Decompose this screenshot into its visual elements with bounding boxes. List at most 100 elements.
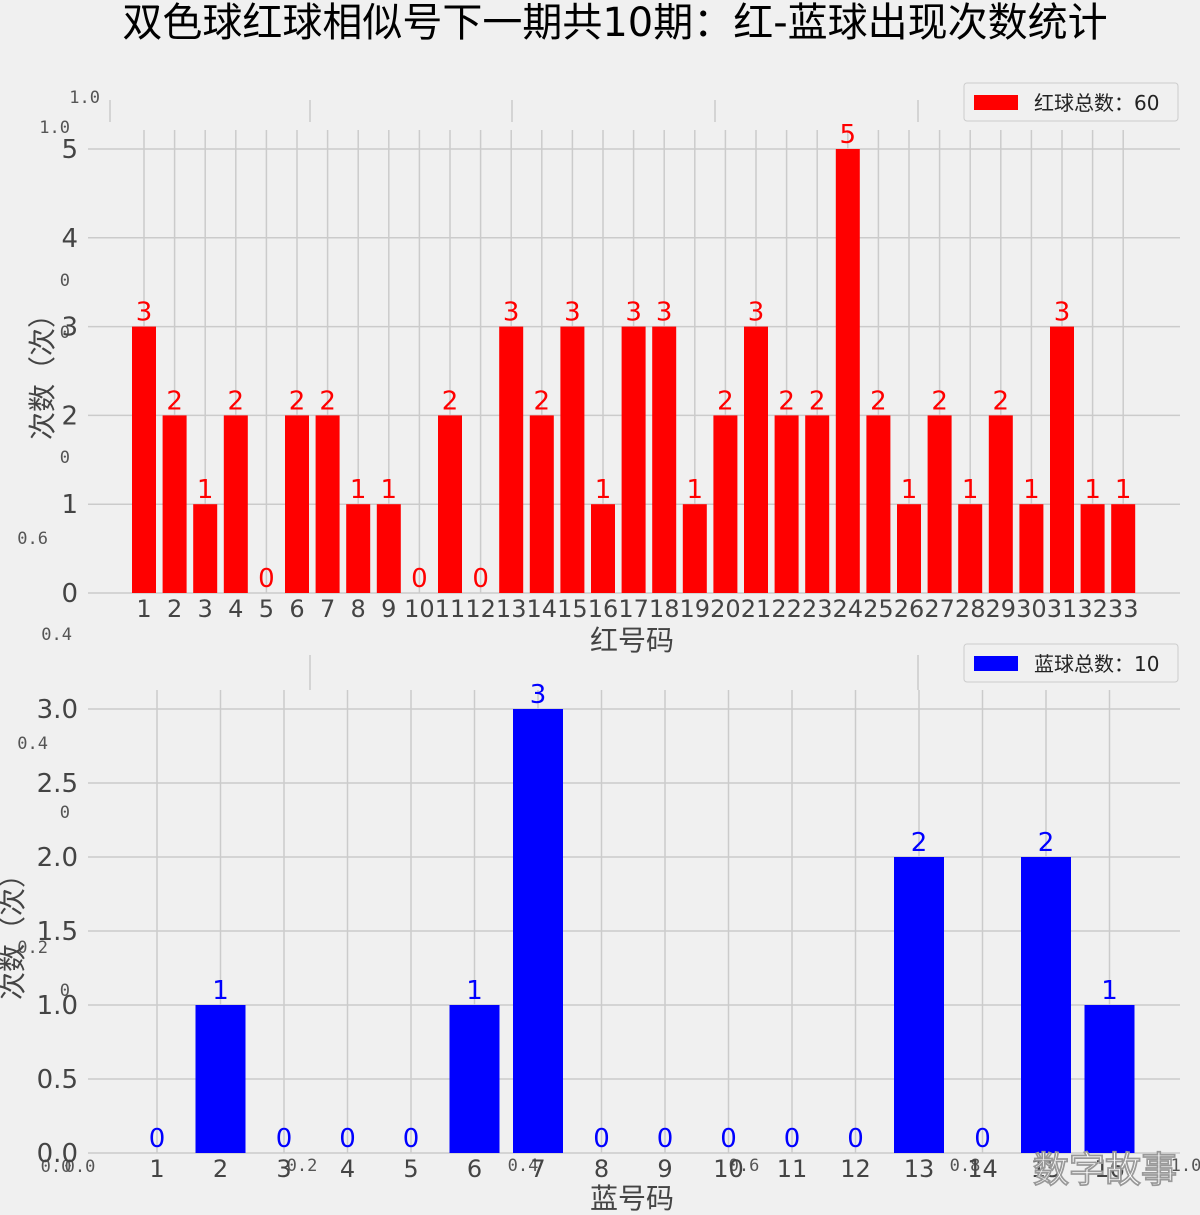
x-tick-label: 5 [403, 1155, 418, 1183]
data-label: 2 [993, 386, 1010, 416]
y-axis-label: 次数（次） [26, 300, 59, 440]
x-tick-label: 28 [955, 595, 986, 623]
bar [682, 504, 707, 593]
data-label: 0 [258, 564, 275, 594]
bar [162, 415, 187, 593]
legend-box [963, 643, 1179, 683]
ghost-tick-label: 0.4 [508, 1156, 539, 1176]
x-tick-label: 15 [557, 595, 588, 623]
data-label: 1 [1115, 475, 1132, 505]
ghost-tick-label: 0.0 [41, 1157, 72, 1177]
data-label: 1 [197, 475, 214, 505]
bar [621, 326, 646, 593]
bar [195, 1005, 246, 1153]
x-tick-label: 7 [320, 595, 335, 623]
bar [285, 415, 309, 593]
ghost-tick-label: 1.0 [39, 118, 70, 138]
bar [897, 504, 921, 593]
x-tick-label: 14 [967, 1155, 998, 1183]
legend-label: 蓝球总数：10 [1034, 652, 1159, 676]
data-label: 0 [720, 1124, 737, 1154]
x-tick-label: 25 [863, 595, 894, 623]
ghost-tick-label: 1.0 [1171, 1156, 1200, 1176]
x-tick-label: 3 [276, 1155, 291, 1183]
chart-title: 双色球红球相似号下一期共10期：红-蓝球出现次数统计 [122, 0, 1107, 46]
bar [805, 415, 830, 593]
data-label: 2 [778, 386, 795, 416]
data-label: 0 [593, 1124, 610, 1154]
data-label: 1 [962, 475, 979, 505]
x-tick-label: 27 [924, 595, 955, 623]
x-tick-label: 17 [618, 595, 649, 623]
y-tick-label: 2.5 [37, 769, 78, 799]
x-tick-label: 9 [381, 595, 396, 623]
ghost-tick-label: 0 [60, 981, 70, 1001]
bar [1021, 857, 1071, 1153]
data-label: 2 [870, 386, 887, 416]
x-tick-label: 4 [340, 1155, 355, 1183]
data-label: 1 [687, 475, 704, 505]
bar [894, 857, 944, 1153]
data-label: 3 [656, 298, 673, 328]
bar [835, 149, 860, 593]
data-label: 2 [809, 386, 826, 416]
x-tick-label: 31 [1047, 595, 1078, 623]
ghost-tick-label: 0.6 [17, 529, 48, 549]
legend-swatch [974, 656, 1018, 671]
x-tick-label: 10 [713, 1155, 744, 1183]
bar [713, 415, 738, 593]
x-tick-label: 32 [1077, 595, 1108, 623]
bar [132, 326, 156, 593]
x-tick-label: 16 [588, 595, 619, 623]
ghost-tick-label: 0 [60, 271, 70, 291]
bar [927, 415, 952, 593]
y-tick-label: 3.0 [37, 695, 78, 725]
ghost-tick-label: 0.6 [729, 1156, 760, 1176]
x-tick-label: 13 [904, 1155, 935, 1183]
bar [1084, 1005, 1135, 1153]
x-tick-label: 1 [136, 595, 151, 623]
x-tick-label: 20 [710, 595, 741, 623]
x-tick-label: 1 [149, 1155, 164, 1183]
x-tick-label: 22 [771, 595, 802, 623]
data-label: 0 [472, 564, 489, 594]
y-tick-label: 0.0 [37, 1139, 78, 1169]
data-label: 2 [534, 386, 551, 416]
x-tick-label: 7 [530, 1155, 545, 1183]
data-label: 1 [1084, 475, 1101, 505]
bar [513, 709, 563, 1153]
red-ball-panel: 0123453122132405262718190102110123132143… [26, 82, 1180, 657]
data-label: 2 [289, 386, 306, 416]
ghost-tick-label: 0 [60, 803, 70, 823]
x-tick-label: 4 [228, 595, 243, 623]
y-axis-label: 次数（次） [0, 860, 29, 1000]
data-label: 1 [381, 475, 398, 505]
x-tick-label: 11 [435, 595, 466, 623]
y-tick-label: 5 [61, 135, 78, 165]
data-label: 1 [1101, 976, 1118, 1006]
data-label: 2 [442, 386, 459, 416]
data-label: 3 [625, 298, 642, 328]
data-label: 3 [1054, 298, 1071, 328]
bar [529, 415, 554, 593]
data-label: 0 [276, 1124, 293, 1154]
data-label: 3 [530, 680, 547, 710]
data-label: 0 [784, 1124, 801, 1154]
legend: 红球总数：60 [963, 82, 1179, 122]
y-tick-label: 2.0 [37, 843, 78, 873]
ghost-tick-label: 0.2 [287, 1156, 318, 1176]
data-label: 1 [595, 475, 612, 505]
x-tick-label: 29 [986, 595, 1017, 623]
bar [499, 326, 524, 593]
data-label: 1 [1023, 475, 1040, 505]
legend-label: 红球总数：60 [1034, 91, 1159, 115]
bar [774, 415, 799, 593]
bar [652, 326, 677, 593]
data-label: 2 [931, 386, 948, 416]
bar [376, 504, 401, 593]
x-tick-label: 8 [594, 1155, 609, 1183]
ghost-tick-label: 0 [60, 323, 70, 343]
bar [1111, 504, 1136, 593]
data-label: 0 [974, 1124, 991, 1154]
